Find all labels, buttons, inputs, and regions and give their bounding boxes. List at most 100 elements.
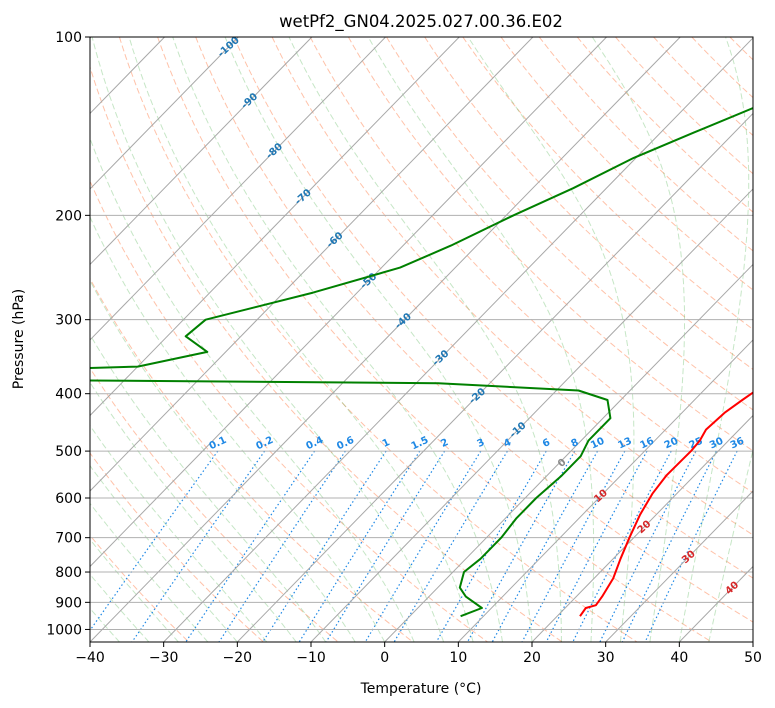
- moist-adiabat: [90, 215, 386, 642]
- y-axis-label: Pressure (hPa): [11, 289, 27, 389]
- dry-adiabat: [195, 37, 753, 623]
- moist-adiabat: [224, 37, 533, 642]
- moist-adiabat: [90, 279, 356, 642]
- moist-adiabat: [708, 448, 753, 642]
- mixing-ratio-label: 36: [729, 436, 746, 452]
- dry-adiabat: [500, 37, 753, 291]
- isotherm-gridline: [605, 490, 753, 642]
- mixing-ratio-line: [131, 450, 266, 642]
- mixing-ratio-line: [435, 450, 547, 642]
- mixing-ratio-label: 6: [541, 437, 552, 450]
- dry-adiabat: [386, 37, 753, 411]
- moist-adiabat: [678, 37, 750, 642]
- mixing-ratio-label: 8: [570, 437, 581, 450]
- y-tick-label: 300: [55, 313, 82, 329]
- isotherm-gridline: [163, 37, 753, 642]
- x-tick-label: 30: [597, 650, 615, 666]
- moist-adiabat: [367, 37, 595, 642]
- mixing-ratio-line: [521, 450, 626, 642]
- dry-adiabat: [90, 179, 488, 642]
- mixing-ratio-label: 20: [663, 436, 680, 452]
- moist-adiabat: [90, 573, 150, 642]
- isotherm-gridline: [90, 37, 239, 190]
- plot-frame: [89, 36, 754, 643]
- isotherm-gridline: [236, 112, 753, 642]
- dry-adiabat: [233, 37, 753, 579]
- mixing-ratio-line: [325, 450, 446, 642]
- moist-adiabat: [128, 37, 474, 642]
- mixing-ratio-line: [185, 450, 316, 642]
- x-tick-label: 10: [449, 650, 467, 666]
- data-series: [90, 107, 753, 618]
- isotherm-gridline: [90, 37, 607, 568]
- moist-adiabat: [90, 381, 297, 642]
- moist-adiabat: [90, 424, 268, 642]
- x-tick-label: −10: [296, 650, 326, 666]
- y-tick-label: 100: [55, 30, 82, 46]
- y-tick-label: 200: [55, 208, 82, 224]
- mixing-ratio-label: 4: [502, 437, 513, 450]
- y-tick-label: 600: [55, 491, 82, 507]
- isotherm-gridline: [457, 339, 753, 642]
- mixing-ratio-label: 13: [616, 436, 633, 452]
- y-tick-label: 900: [55, 595, 82, 611]
- moist-adiabat: [90, 538, 179, 642]
- x-tick-label: −20: [223, 650, 253, 666]
- dry-adiabat: [309, 37, 753, 494]
- mixing-ratio-label: 2: [439, 437, 450, 450]
- dry-adiabat: [90, 534, 190, 642]
- plot-area: -100-90-80-70-60-50-40-30-20-10010203040…: [89, 36, 754, 643]
- mixing-ratio-label: 16: [639, 436, 656, 452]
- mixing-ratio-line: [572, 450, 672, 642]
- mixing-ratio-line: [393, 450, 508, 642]
- y-tick-label: 400: [55, 387, 82, 403]
- dry-adiabat: [90, 65, 563, 642]
- moist-adiabat: [591, 37, 685, 642]
- moist-adiabat: [90, 464, 238, 642]
- y-tick-label: 700: [55, 531, 82, 547]
- mixing-ratio-label: 1: [381, 437, 392, 450]
- moist-adiabat: [467, 37, 635, 642]
- moist-adiabat: [172, 37, 503, 642]
- mixing-ratio-label: 10: [589, 436, 606, 452]
- y-tick-label: 500: [55, 444, 82, 460]
- chart-title: wetPf2_GN04.2025.027.00.36.E02: [279, 12, 563, 32]
- x-tick-label: −40: [75, 650, 105, 666]
- isotherm-gridline: [90, 37, 460, 417]
- mixing-ratio-line: [644, 450, 738, 642]
- mixing-ratio-line: [491, 450, 599, 642]
- x-tick-label: 20: [523, 650, 541, 666]
- temperature-profile: [579, 391, 753, 617]
- dry-adiabat: [271, 37, 753, 536]
- dry-adiabat: [615, 37, 753, 175]
- x-tick-label: −30: [149, 650, 179, 666]
- isotherm-gridline: [384, 263, 753, 642]
- x-axis-label: Temperature (°C): [360, 681, 482, 697]
- dry-adiabat: [157, 37, 712, 642]
- moist-adiabat: [91, 37, 445, 642]
- grid-lines: [90, 37, 753, 642]
- mixing-ratio-label: 30: [708, 436, 725, 452]
- isotherm-gridline: [310, 188, 753, 642]
- isotherm-gridline: [90, 37, 681, 642]
- moist-adiabat: [90, 502, 209, 642]
- mixing-ratio-label: 3: [476, 437, 487, 450]
- mixing-ratio-line: [298, 450, 421, 642]
- mixing-ratio-line: [364, 450, 482, 642]
- isotherm-gridline: [531, 414, 753, 642]
- axes: −40 −30 −20 −10 0 10 20 30 40 50 100 200 300 400 500 60…: [46, 30, 762, 666]
- dry-adiabat: [90, 367, 339, 642]
- isotherm-gridline: [90, 37, 534, 492]
- x-tick-label: 50: [744, 650, 762, 666]
- dry-adiabat: [118, 37, 638, 642]
- moist-adiabat: [90, 333, 327, 642]
- dry-adiabat: [90, 277, 414, 642]
- dewpoint-profile: [90, 107, 753, 618]
- dry-adiabat: [576, 37, 753, 213]
- x-tick-label: 40: [670, 650, 688, 666]
- isotherm-gridline: [90, 37, 313, 266]
- x-tick-label: 0: [380, 650, 389, 666]
- dry-adiabat: [462, 37, 753, 331]
